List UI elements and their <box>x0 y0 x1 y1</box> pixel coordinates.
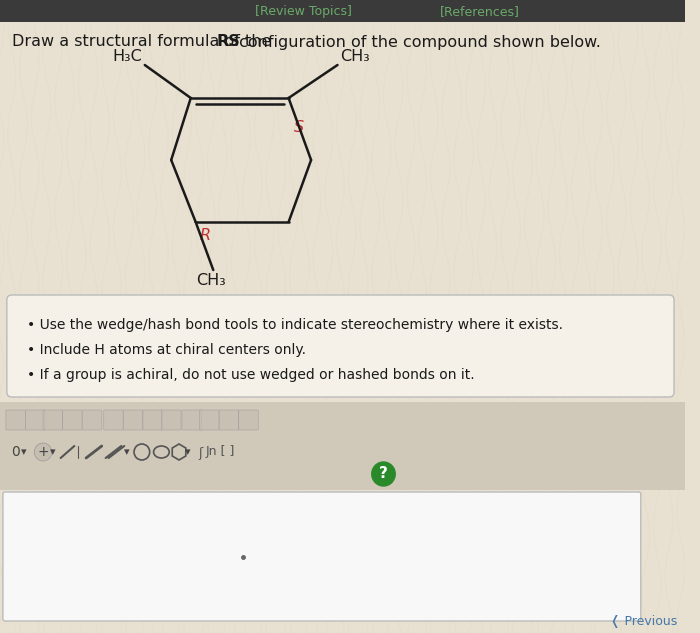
FancyBboxPatch shape <box>62 410 82 430</box>
Text: 0: 0 <box>11 445 20 459</box>
Text: RS: RS <box>217 35 241 49</box>
Text: Draw a structural formula of the: Draw a structural formula of the <box>12 35 276 49</box>
FancyBboxPatch shape <box>123 410 143 430</box>
FancyBboxPatch shape <box>3 492 640 621</box>
FancyBboxPatch shape <box>182 410 202 430</box>
Text: ?: ? <box>379 467 388 482</box>
Circle shape <box>34 443 52 461</box>
FancyBboxPatch shape <box>162 410 181 430</box>
Text: configuration of the compound shown below.: configuration of the compound shown belo… <box>234 35 601 49</box>
Text: ▾: ▾ <box>185 447 190 457</box>
Text: CH₃: CH₃ <box>340 49 370 64</box>
Text: +: + <box>37 445 49 459</box>
Text: R: R <box>199 228 211 243</box>
FancyBboxPatch shape <box>43 410 62 430</box>
Text: [Review Topics]: [Review Topics] <box>255 6 351 18</box>
FancyBboxPatch shape <box>6 410 25 430</box>
FancyBboxPatch shape <box>199 410 219 430</box>
FancyBboxPatch shape <box>0 402 685 490</box>
Text: ʃ: ʃ <box>198 446 202 460</box>
FancyBboxPatch shape <box>104 410 123 430</box>
FancyBboxPatch shape <box>0 0 685 22</box>
FancyBboxPatch shape <box>239 410 258 430</box>
FancyBboxPatch shape <box>25 410 45 430</box>
Text: ▾: ▾ <box>50 447 55 457</box>
Text: ▾: ▾ <box>21 447 27 457</box>
Text: • Use the wedge/hash bond tools to indicate stereochemistry where it exists.: • Use the wedge/hash bond tools to indic… <box>27 318 564 332</box>
Text: [References]: [References] <box>440 6 519 18</box>
Text: • If a group is achiral, do not use wedged or hashed bonds on it.: • If a group is achiral, do not use wedg… <box>27 368 475 382</box>
FancyBboxPatch shape <box>219 410 239 430</box>
Text: S: S <box>293 120 304 135</box>
Circle shape <box>372 462 396 486</box>
FancyBboxPatch shape <box>143 410 162 430</box>
Text: Jn [ ]: Jn [ ] <box>205 446 235 458</box>
Text: ❬ Previous: ❬ Previous <box>610 615 678 629</box>
Text: ▾: ▾ <box>125 447 130 457</box>
FancyBboxPatch shape <box>7 295 674 397</box>
FancyBboxPatch shape <box>82 410 102 430</box>
Text: CH₃: CH₃ <box>197 273 226 288</box>
Text: • Include H atoms at chiral centers only.: • Include H atoms at chiral centers only… <box>27 343 307 357</box>
Text: H₃C: H₃C <box>112 49 142 64</box>
